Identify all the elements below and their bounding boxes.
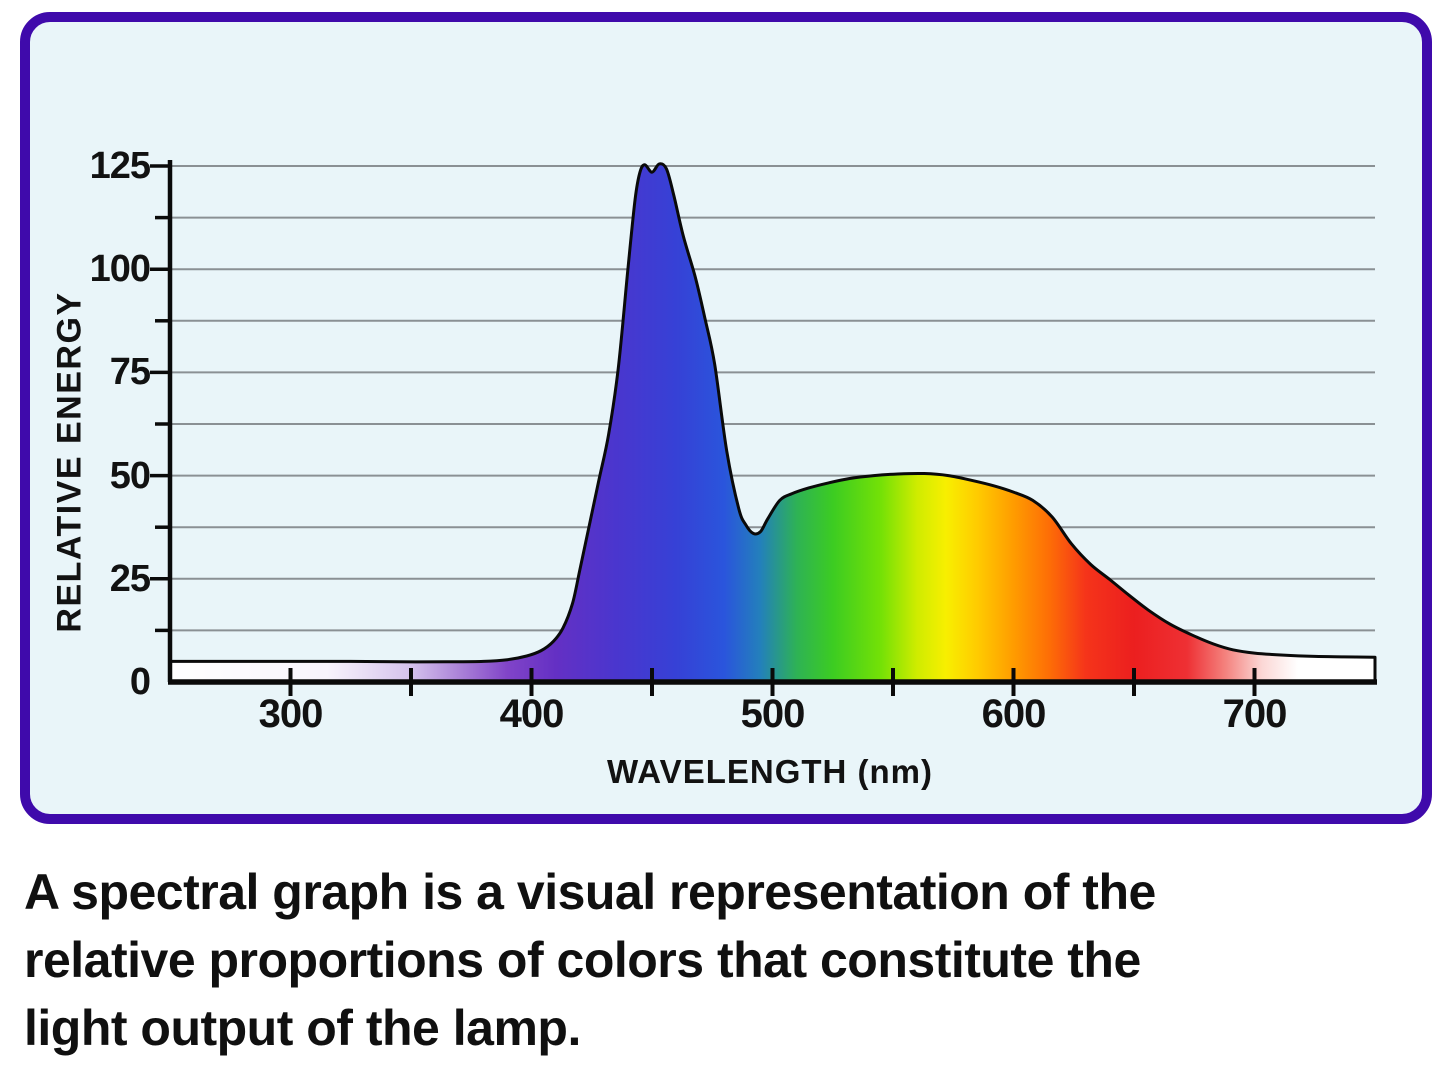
y-tick-label: 25 (109, 557, 151, 600)
x-tick-label: 600 (981, 692, 1047, 736)
y-tick-label: 50 (109, 454, 151, 497)
caption-line: light output of the lamp. (24, 1000, 581, 1056)
caption: A spectral graph is a visual representat… (24, 858, 1156, 1062)
x-axis-title: WAVELENGTH (nm) (606, 753, 934, 790)
caption-line: relative proportions of colors that cons… (24, 932, 1141, 988)
x-tick-label: 500 (740, 692, 806, 736)
x-tick-label: 400 (499, 692, 565, 736)
y-tick-label: 125 (89, 145, 151, 187)
y-tick-label: 0 (129, 661, 151, 703)
x-tick-label: 700 (1222, 692, 1288, 736)
caption-line: A spectral graph is a visual representat… (24, 864, 1156, 920)
y-tick-label: 100 (89, 248, 151, 291)
y-tick-label: 75 (109, 351, 151, 394)
x-tick-label: 300 (258, 692, 324, 736)
